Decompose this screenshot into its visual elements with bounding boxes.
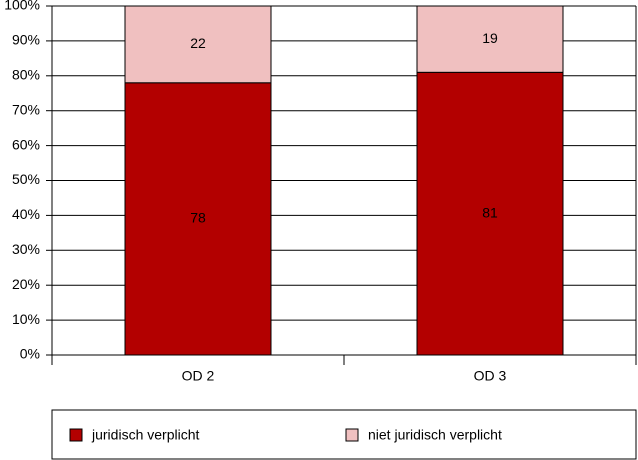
data-label: 78 [190, 210, 206, 226]
x-tick-label: OD 2 [182, 368, 215, 384]
bar-segment [124, 5, 272, 84]
legend-box [51, 409, 637, 460]
y-tick-label: 80% [12, 67, 40, 83]
bar-segment [124, 82, 272, 356]
legend-label: niet juridisch verplicht [368, 427, 502, 443]
bar-segment [416, 5, 564, 73]
y-tick-label: 30% [12, 241, 40, 257]
y-tick-label: 90% [12, 32, 40, 48]
y-tick-label: 70% [12, 101, 40, 117]
y-tick-label: 100% [4, 0, 40, 13]
legend-swatch [69, 428, 83, 442]
x-tick-label: OD 3 [474, 368, 507, 384]
y-tick-label: 20% [12, 276, 40, 292]
y-tick-label: 0% [20, 346, 40, 362]
data-label: 81 [482, 204, 498, 220]
y-tick-label: 40% [12, 206, 40, 222]
legend-label: juridisch verplicht [91, 427, 199, 443]
y-tick-label: 60% [12, 136, 40, 152]
y-tick-label: 50% [12, 171, 40, 187]
data-label: 19 [482, 30, 498, 46]
data-label: 22 [190, 35, 206, 51]
bar-segment [416, 71, 564, 356]
legend-swatch [345, 428, 359, 442]
y-tick-label: 10% [12, 311, 40, 327]
